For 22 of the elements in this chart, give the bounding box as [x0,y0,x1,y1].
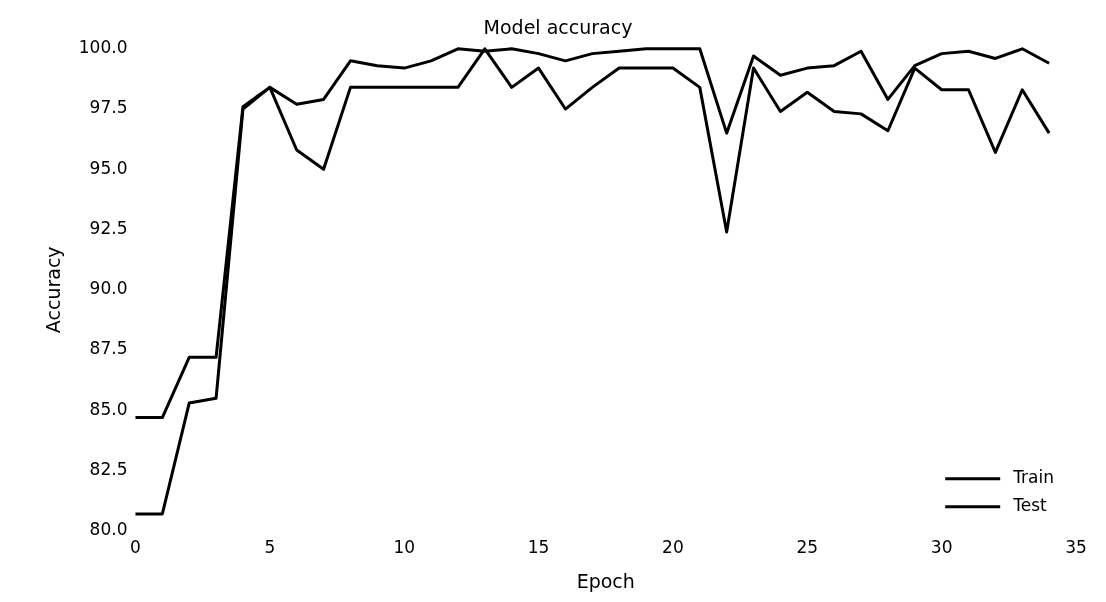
y-tick-label: 87.5 [89,338,128,359]
legend-label: Test [1012,495,1048,516]
x-tick-label: 15 [527,537,550,558]
x-tick-label: 0 [130,537,141,558]
y-tick-label: 100.0 [78,37,128,58]
y-tick-label: 90.0 [89,278,128,299]
y-tick-label: 97.5 [89,97,128,118]
y-axis-title: Accuracy [42,246,65,334]
y-tick-label: 85.0 [89,398,128,419]
y-tick-label: 80.0 [89,519,128,540]
x-tick-label: 10 [393,537,416,558]
x-tick-label: 5 [264,537,276,558]
chart-title: Model accuracy [483,16,633,39]
y-tick-label: 95.0 [89,157,128,178]
legend-label: Train [1012,467,1055,488]
x-tick-label: 35 [1065,537,1087,558]
x-tick-label: 25 [796,537,819,558]
x-tick-label: 20 [662,537,684,558]
y-tick-label: 92.5 [89,217,128,238]
x-axis-title: Epoch [576,569,635,592]
x-tick-label: 30 [930,537,953,558]
y-tick-label: 82.5 [89,458,128,479]
